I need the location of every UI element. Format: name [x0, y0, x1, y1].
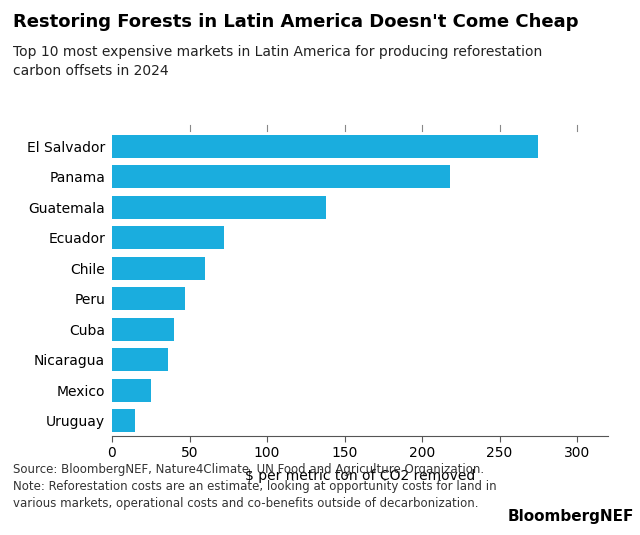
- Text: Source: BloombergNEF, Nature4Climate, UN Food and Agriculture Organization.
Note: Source: BloombergNEF, Nature4Climate, UN…: [13, 463, 497, 510]
- Bar: [112, 287, 185, 310]
- Bar: [112, 135, 538, 158]
- Text: BloombergNEF: BloombergNEF: [508, 509, 634, 524]
- Text: Restoring Forests in Latin America Doesn't Come Cheap: Restoring Forests in Latin America Doesn…: [13, 13, 579, 32]
- Bar: [112, 409, 135, 432]
- Bar: [112, 318, 174, 341]
- Text: Top 10 most expensive markets in Latin America for producing reforestation
carbo: Top 10 most expensive markets in Latin A…: [13, 45, 542, 79]
- X-axis label: $ per metric ton of CO2 removed: $ per metric ton of CO2 removed: [245, 469, 475, 483]
- Bar: [112, 226, 223, 249]
- Bar: [112, 379, 151, 402]
- Bar: [112, 348, 168, 371]
- Bar: [112, 257, 205, 280]
- Bar: [112, 196, 326, 219]
- Bar: [112, 165, 450, 188]
